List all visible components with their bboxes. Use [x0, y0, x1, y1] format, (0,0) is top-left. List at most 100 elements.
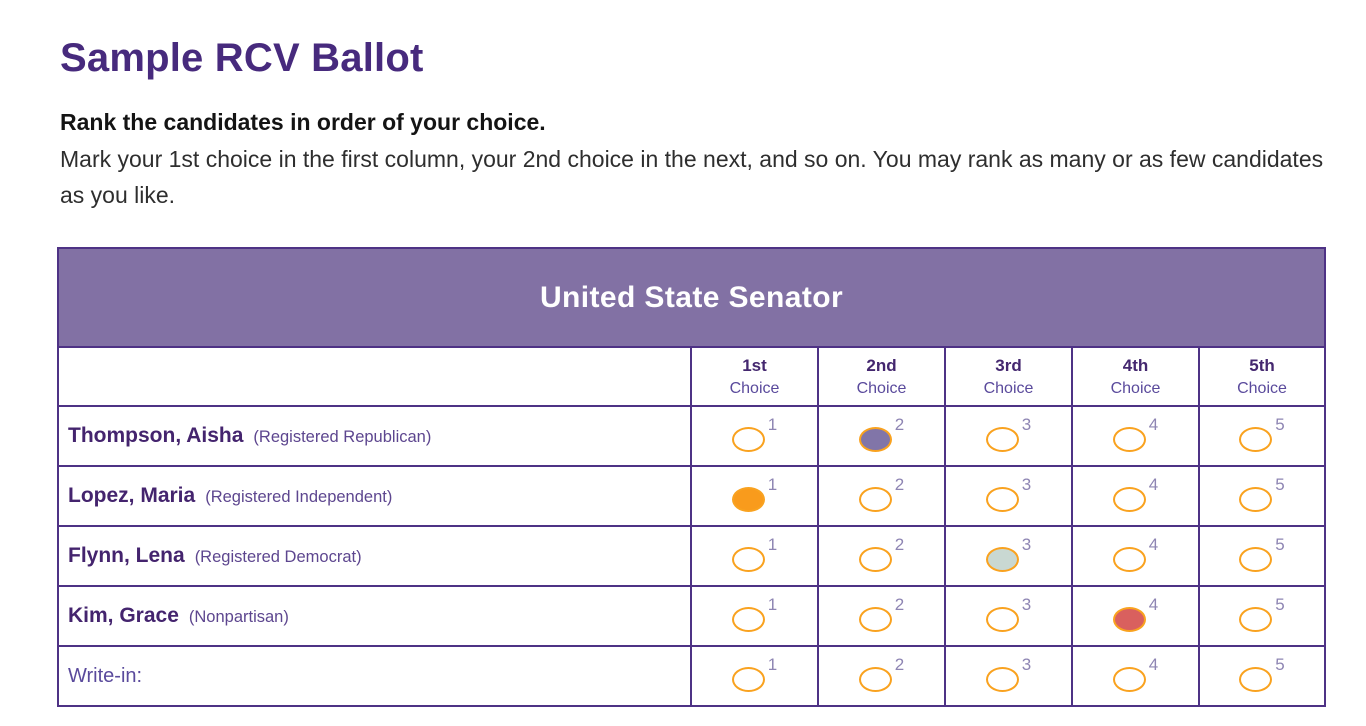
rank-oval-cell[interactable]: 5	[1198, 585, 1326, 648]
oval-group: 1	[731, 595, 777, 633]
oval-group: 3	[985, 595, 1031, 633]
ballot-oval[interactable]	[1239, 487, 1273, 513]
rank-oval-cell[interactable]: 1	[690, 585, 819, 648]
candidate-row: Kim, Grace (Nonpartisan) 1 2 3 4 5	[57, 585, 1326, 648]
candidate-row: Lopez, Maria (Registered Independent) 1 2 3 4…	[57, 465, 1326, 528]
rank-number: 5	[1275, 535, 1285, 555]
oval-group: 5	[1239, 415, 1285, 453]
choice-rank-label: 1st	[742, 355, 767, 375]
page-title: Sample RCV Ballot	[60, 36, 424, 80]
ballot-oval[interactable]	[1239, 667, 1273, 693]
rank-oval-cell[interactable]: 4	[1071, 585, 1200, 648]
rank-oval-cell[interactable]: 3	[944, 645, 1073, 708]
ballot-oval[interactable]	[1239, 427, 1273, 453]
choice-header-2nd: 2nd Choice	[817, 346, 946, 408]
ballot-table: United State Senator 1st Choice 2nd Choi…	[57, 247, 1326, 708]
rank-oval-cell[interactable]: 2	[817, 585, 946, 648]
rank-number: 3	[1021, 475, 1032, 495]
choice-header-5th: 5th Choice	[1198, 346, 1326, 408]
oval-group: 3	[985, 415, 1032, 453]
rank-oval-cell[interactable]: 5	[1198, 525, 1326, 588]
choice-rank-label: 3rd	[995, 355, 1022, 375]
ballot-oval[interactable]	[731, 427, 765, 453]
rank-number: 3	[1021, 655, 1032, 675]
candidate-name: Kim, Grace	[68, 604, 179, 628]
contest-title: United State Senator	[57, 247, 1326, 349]
candidate-cell: Write-in:	[57, 645, 692, 708]
choice-word-label: Choice	[1110, 379, 1161, 397]
ballot-oval[interactable]	[731, 547, 765, 573]
rank-oval-cell[interactable]: 5	[1198, 405, 1326, 468]
choice-word-label: Choice	[1237, 379, 1287, 397]
choice-header-4th: 4th Choice	[1071, 346, 1200, 408]
ballot-oval[interactable]	[858, 667, 892, 693]
rank-number: 3	[1021, 415, 1032, 435]
ballot-oval[interactable]	[858, 607, 892, 633]
candidate-party: (Nonpartisan)	[188, 608, 289, 627]
rank-oval-cell[interactable]: 1	[690, 525, 819, 588]
instructions-heading: Rank the candidates in order of your cho…	[60, 109, 546, 135]
ballot-oval[interactable]	[858, 487, 892, 513]
rank-oval-cell[interactable]: 2	[817, 405, 946, 468]
oval-group: 3	[985, 475, 1032, 513]
rank-number: 5	[1275, 595, 1285, 615]
ballot-oval[interactable]	[985, 427, 1019, 453]
rank-number: 4	[1148, 655, 1159, 675]
rank-oval-cell[interactable]: 1	[690, 645, 819, 708]
choice-word-label: Choice	[983, 379, 1034, 397]
ballot-oval[interactable]	[985, 487, 1019, 513]
oval-group: 4	[1112, 655, 1159, 693]
oval-group: 1	[731, 655, 778, 693]
ballot-oval[interactable]	[731, 667, 765, 693]
rank-oval-cell[interactable]: 2	[817, 465, 946, 528]
ballot-oval[interactable]	[1112, 487, 1146, 513]
ballot-oval[interactable]	[858, 547, 892, 573]
candidate-party: (Registered Independent)	[205, 488, 393, 507]
rank-number: 3	[1021, 535, 1032, 555]
rank-oval-cell[interactable]: 4	[1071, 645, 1200, 708]
ballot-oval[interactable]	[858, 427, 892, 453]
rank-oval-cell[interactable]: 5	[1198, 645, 1326, 708]
candidate-party: (Registered Democrat)	[194, 548, 362, 567]
rank-oval-cell[interactable]: 2	[817, 645, 946, 708]
oval-group: 5	[1239, 535, 1285, 573]
ballot-oval[interactable]	[731, 487, 765, 513]
ballot-oval[interactable]	[731, 607, 765, 633]
rank-oval-cell[interactable]: 3	[944, 405, 1073, 468]
choice-header-3rd: 3rd Choice	[944, 346, 1073, 408]
oval-group: 2	[858, 535, 904, 573]
ballot-oval[interactable]	[1112, 547, 1146, 573]
ballot-oval[interactable]	[1239, 607, 1273, 633]
candidate-row: Flynn, Lena (Registered Democrat) 1 2 3 4 5	[57, 525, 1326, 588]
rank-oval-cell[interactable]: 4	[1071, 465, 1200, 528]
rank-number: 4	[1148, 595, 1159, 615]
ballot-oval[interactable]	[985, 667, 1019, 693]
instructions-body: Mark your 1st choice in the first column…	[60, 146, 1324, 208]
rank-oval-cell[interactable]: 3	[944, 465, 1073, 528]
rank-oval-cell[interactable]: 2	[817, 525, 946, 588]
rank-oval-cell[interactable]: 4	[1071, 525, 1200, 588]
rank-oval-cell[interactable]: 5	[1198, 465, 1326, 528]
ballot-oval[interactable]	[1112, 607, 1146, 633]
rank-oval-cell[interactable]: 4	[1071, 405, 1200, 468]
rank-number: 5	[1275, 415, 1285, 435]
ballot-oval[interactable]	[1112, 427, 1146, 453]
ballot-oval[interactable]	[985, 547, 1019, 573]
choice-header-1st: 1st Choice	[690, 346, 819, 408]
rank-number: 5	[1275, 475, 1285, 495]
ballot-oval[interactable]	[1112, 667, 1146, 693]
rank-oval-cell[interactable]: 1	[690, 465, 819, 528]
ballot-oval[interactable]	[985, 607, 1019, 633]
rank-number: 1	[767, 655, 778, 675]
oval-group: 1	[731, 475, 777, 513]
ballot-oval[interactable]	[1239, 547, 1273, 573]
candidate-name: Thompson, Aisha	[68, 424, 244, 448]
rank-oval-cell[interactable]: 1	[690, 405, 819, 468]
candidate-header-cell	[57, 346, 692, 408]
rank-number: 4	[1148, 535, 1159, 555]
rank-oval-cell[interactable]: 3	[944, 525, 1073, 588]
rank-oval-cell[interactable]: 3	[944, 585, 1073, 648]
candidate-row: Thompson, Aisha (Registered Republican) 1 2…	[57, 405, 1326, 468]
candidate-cell: Kim, Grace (Nonpartisan)	[57, 585, 692, 648]
oval-group: 2	[858, 655, 904, 693]
